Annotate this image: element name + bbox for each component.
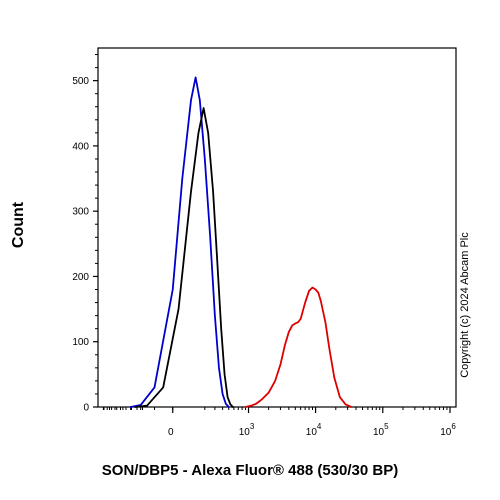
y-tick-label: 100 [72, 337, 89, 348]
y-axis-label: Count [10, 201, 27, 249]
plot-frame [97, 47, 457, 408]
x-tick-label: 0 [168, 427, 174, 438]
x-tick-label: 104 [306, 422, 322, 438]
y-tick-label: 200 [72, 272, 89, 283]
series-line-1 [129, 76, 230, 408]
x-tick-label: 103 [239, 422, 255, 438]
series-line-3 [244, 286, 353, 408]
x-tick-label: 105 [373, 422, 389, 438]
series-line-2 [134, 107, 234, 408]
y-tick-label: 300 [72, 207, 89, 218]
y-tick-label: 0 [83, 403, 89, 414]
copyright-annotation: Copyright (c) 2024 Abcam Plc [459, 232, 471, 378]
x-tick-label: 106 [440, 422, 456, 438]
y-tick-label: 400 [72, 141, 89, 152]
y-tick-label: 500 [72, 76, 89, 87]
x-axis-label: SON/DBP5 - Alexa Fluor® 488 (530/30 BP) [101, 462, 399, 479]
